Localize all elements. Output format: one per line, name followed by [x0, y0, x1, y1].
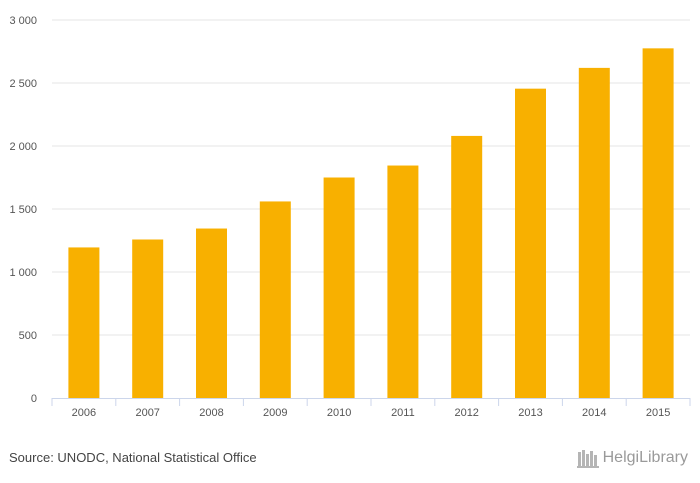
y-axis-labels: 0 500 1 000 1 500 2 000 2 500 3 000	[9, 15, 37, 405]
bar-2007[interactable]	[132, 239, 164, 398]
bar-2015[interactable]	[642, 48, 674, 398]
x-tick-label: 2008	[199, 407, 223, 419]
x-axis-labels: 2006 2007 2008 2009 2010 2011 2012 2013 2014 2015	[72, 407, 671, 419]
bar-2006[interactable]	[68, 247, 100, 398]
x-tick-label: 2010	[327, 407, 351, 419]
helgi-library-logo[interactable]: HelgiLibrary	[576, 448, 688, 468]
bar-2011[interactable]	[387, 165, 419, 398]
x-tick-label: 2015	[646, 407, 670, 419]
y-tick-label: 1 500	[9, 204, 37, 216]
bar-2009[interactable]	[259, 201, 291, 398]
y-tick-label: 1 000	[9, 267, 37, 279]
x-tick-label: 2009	[263, 407, 287, 419]
x-axis	[51, 398, 691, 406]
library-icon	[576, 450, 599, 468]
y-tick-label: 2 000	[9, 141, 37, 153]
bar-2013[interactable]	[515, 88, 546, 399]
y-tick-label: 0	[31, 393, 37, 405]
x-tick-label: 2014	[582, 407, 606, 419]
x-tick-label: 2013	[518, 407, 542, 419]
source-note: Source: UNODC, National Statistical Offi…	[9, 450, 257, 465]
x-tick-label: 2011	[391, 407, 415, 419]
bars	[68, 48, 674, 399]
x-tick-label: 2006	[72, 407, 96, 419]
bar-2012[interactable]	[451, 135, 483, 399]
bar-2008[interactable]	[196, 228, 227, 398]
y-tick-label: 3 000	[9, 15, 37, 27]
y-tick-label: 500	[19, 330, 37, 342]
logo-text: HelgiLibrary	[602, 449, 688, 466]
bar-2010[interactable]	[323, 177, 355, 399]
bar-2014[interactable]	[578, 67, 610, 398]
y-tick-label: 2 500	[9, 78, 37, 90]
x-tick-label: 2007	[135, 407, 159, 419]
x-tick-label: 2012	[454, 407, 478, 419]
